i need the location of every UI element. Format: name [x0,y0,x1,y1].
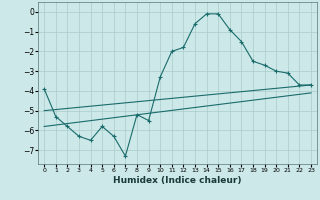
X-axis label: Humidex (Indice chaleur): Humidex (Indice chaleur) [113,176,242,185]
